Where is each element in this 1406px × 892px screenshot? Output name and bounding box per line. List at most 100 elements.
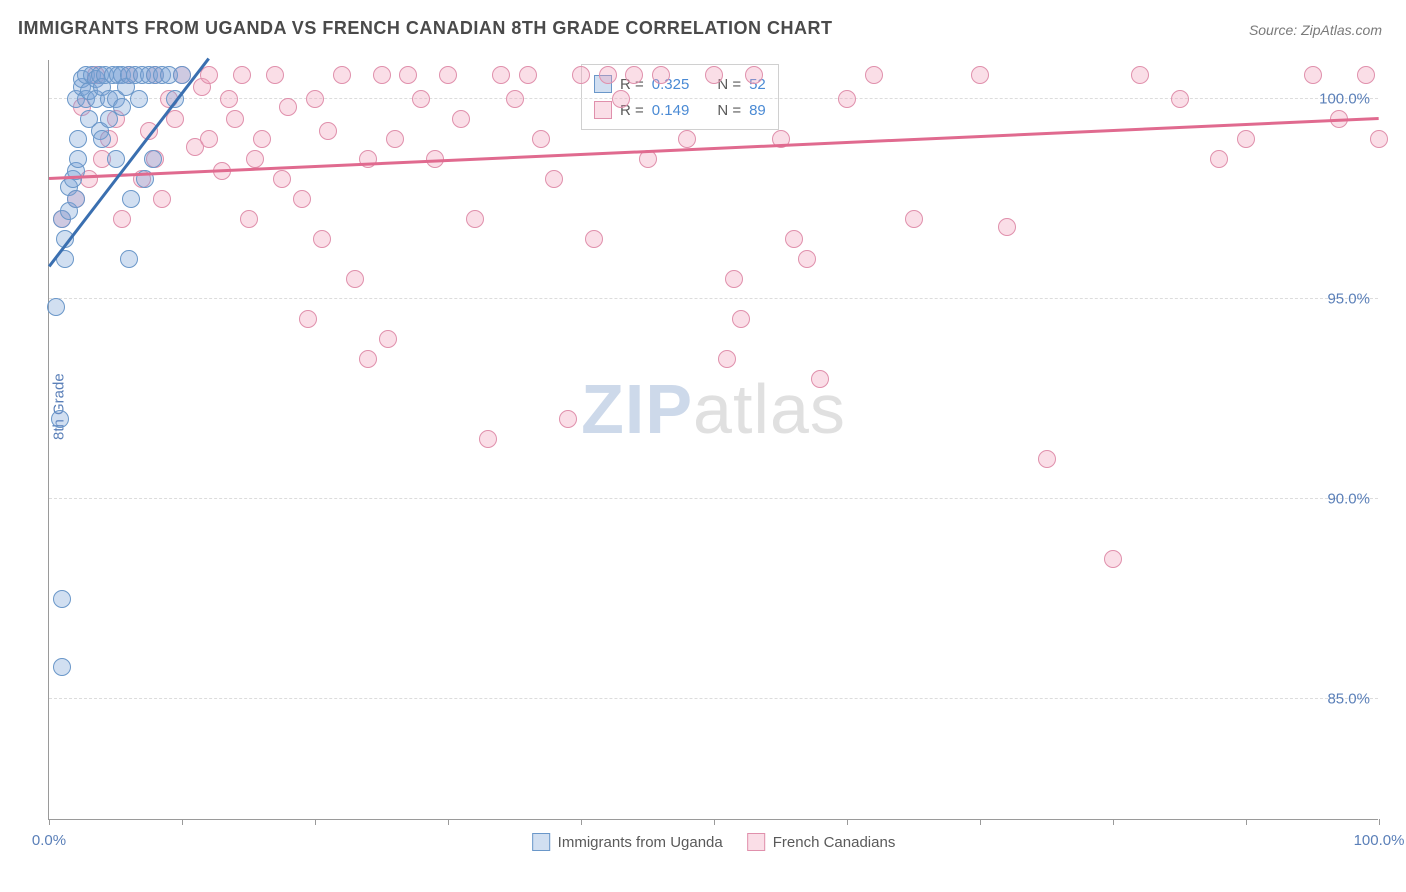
scatter-point-series2 xyxy=(113,210,131,228)
scatter-point-series2 xyxy=(545,170,563,188)
gridline-h xyxy=(49,698,1378,699)
scatter-point-series2 xyxy=(452,110,470,128)
scatter-point-series2 xyxy=(359,350,377,368)
scatter-point-series2 xyxy=(1304,66,1322,84)
scatter-point-series2 xyxy=(905,210,923,228)
watermark-zip: ZIP xyxy=(581,370,693,448)
scatter-point-series2 xyxy=(412,90,430,108)
scatter-point-series2 xyxy=(399,66,417,84)
scatter-point-series2 xyxy=(718,350,736,368)
ytick-label: 100.0% xyxy=(1319,91,1370,108)
scatter-point-series2 xyxy=(732,310,750,328)
scatter-point-series2 xyxy=(599,66,617,84)
scatter-point-series2 xyxy=(1370,130,1388,148)
scatter-point-series2 xyxy=(313,230,331,248)
scatter-point-series2 xyxy=(1237,130,1255,148)
scatter-point-series2 xyxy=(652,66,670,84)
scatter-point-series2 xyxy=(293,190,311,208)
scatter-point-series2 xyxy=(299,310,317,328)
series-legend: Immigrants from Uganda French Canadians xyxy=(532,833,896,851)
scatter-point-series2 xyxy=(466,210,484,228)
swatch-series1-icon xyxy=(532,833,550,851)
scatter-point-series2 xyxy=(479,430,497,448)
xtick xyxy=(847,819,848,825)
swatch-series2 xyxy=(594,101,612,119)
scatter-point-series2 xyxy=(971,66,989,84)
scatter-point-series2 xyxy=(1171,90,1189,108)
scatter-point-series2 xyxy=(246,150,264,168)
scatter-point-series2 xyxy=(725,270,743,288)
scatter-point-series2 xyxy=(233,66,251,84)
scatter-point-series1 xyxy=(47,298,65,316)
scatter-point-series2 xyxy=(226,110,244,128)
xtick xyxy=(714,819,715,825)
xtick xyxy=(315,819,316,825)
xtick-label: 0.0% xyxy=(32,832,66,849)
scatter-point-series2 xyxy=(1131,66,1149,84)
scatter-point-series2 xyxy=(585,230,603,248)
scatter-point-series1 xyxy=(107,150,125,168)
ytick-label: 90.0% xyxy=(1327,491,1370,508)
gridline-h xyxy=(49,498,1378,499)
xtick xyxy=(581,819,582,825)
scatter-point-series1 xyxy=(69,150,87,168)
scatter-point-series2 xyxy=(506,90,524,108)
plot-area: 8th Grade ZIPatlas R = 0.325 N = 52 R = … xyxy=(48,60,1378,820)
scatter-point-series2 xyxy=(253,130,271,148)
scatter-point-series2 xyxy=(678,130,696,148)
scatter-point-series2 xyxy=(865,66,883,84)
scatter-point-series2 xyxy=(240,210,258,228)
scatter-point-series2 xyxy=(200,66,218,84)
y-axis-label: 8th Grade xyxy=(51,373,68,440)
scatter-point-series2 xyxy=(379,330,397,348)
legend-item-series2: French Canadians xyxy=(747,833,896,851)
legend-label-series2: French Canadians xyxy=(773,834,896,851)
scatter-point-series2 xyxy=(373,66,391,84)
scatter-point-series2 xyxy=(333,66,351,84)
scatter-point-series2 xyxy=(532,130,550,148)
source-attribution: Source: ZipAtlas.com xyxy=(1249,22,1382,38)
scatter-point-series1 xyxy=(53,590,71,608)
scatter-point-series1 xyxy=(67,190,85,208)
scatter-point-series2 xyxy=(273,170,291,188)
scatter-point-series2 xyxy=(572,66,590,84)
scatter-point-series2 xyxy=(1357,66,1375,84)
scatter-point-series2 xyxy=(279,98,297,116)
scatter-point-series2 xyxy=(519,66,537,84)
scatter-point-series1 xyxy=(51,410,69,428)
scatter-point-series1 xyxy=(130,90,148,108)
xtick xyxy=(1379,819,1380,825)
scatter-point-series2 xyxy=(1038,450,1056,468)
scatter-point-series1 xyxy=(113,98,131,116)
scatter-point-series1 xyxy=(69,130,87,148)
scatter-point-series2 xyxy=(492,66,510,84)
scatter-point-series1 xyxy=(53,658,71,676)
scatter-point-series2 xyxy=(439,66,457,84)
scatter-point-series2 xyxy=(625,66,643,84)
scatter-point-series1 xyxy=(144,150,162,168)
scatter-point-series2 xyxy=(200,130,218,148)
scatter-point-series2 xyxy=(745,66,763,84)
ytick-label: 85.0% xyxy=(1327,691,1370,708)
scatter-point-series2 xyxy=(811,370,829,388)
watermark: ZIPatlas xyxy=(581,369,846,449)
scatter-point-series2 xyxy=(1104,550,1122,568)
xtick xyxy=(1246,819,1247,825)
xtick xyxy=(49,819,50,825)
scatter-point-series2 xyxy=(705,66,723,84)
ytick-label: 95.0% xyxy=(1327,291,1370,308)
r-value-2: 0.149 xyxy=(652,102,690,119)
xtick xyxy=(182,819,183,825)
legend-label-series1: Immigrants from Uganda xyxy=(558,834,723,851)
xtick xyxy=(980,819,981,825)
xtick xyxy=(1113,819,1114,825)
scatter-point-series2 xyxy=(1210,150,1228,168)
chart-title: IMMIGRANTS FROM UGANDA VS FRENCH CANADIA… xyxy=(18,18,832,39)
scatter-point-series2 xyxy=(306,90,324,108)
scatter-point-series2 xyxy=(798,250,816,268)
legend-item-series1: Immigrants from Uganda xyxy=(532,833,723,851)
scatter-point-series1 xyxy=(120,250,138,268)
scatter-point-series2 xyxy=(559,410,577,428)
xtick-label: 100.0% xyxy=(1354,832,1405,849)
xtick xyxy=(448,819,449,825)
